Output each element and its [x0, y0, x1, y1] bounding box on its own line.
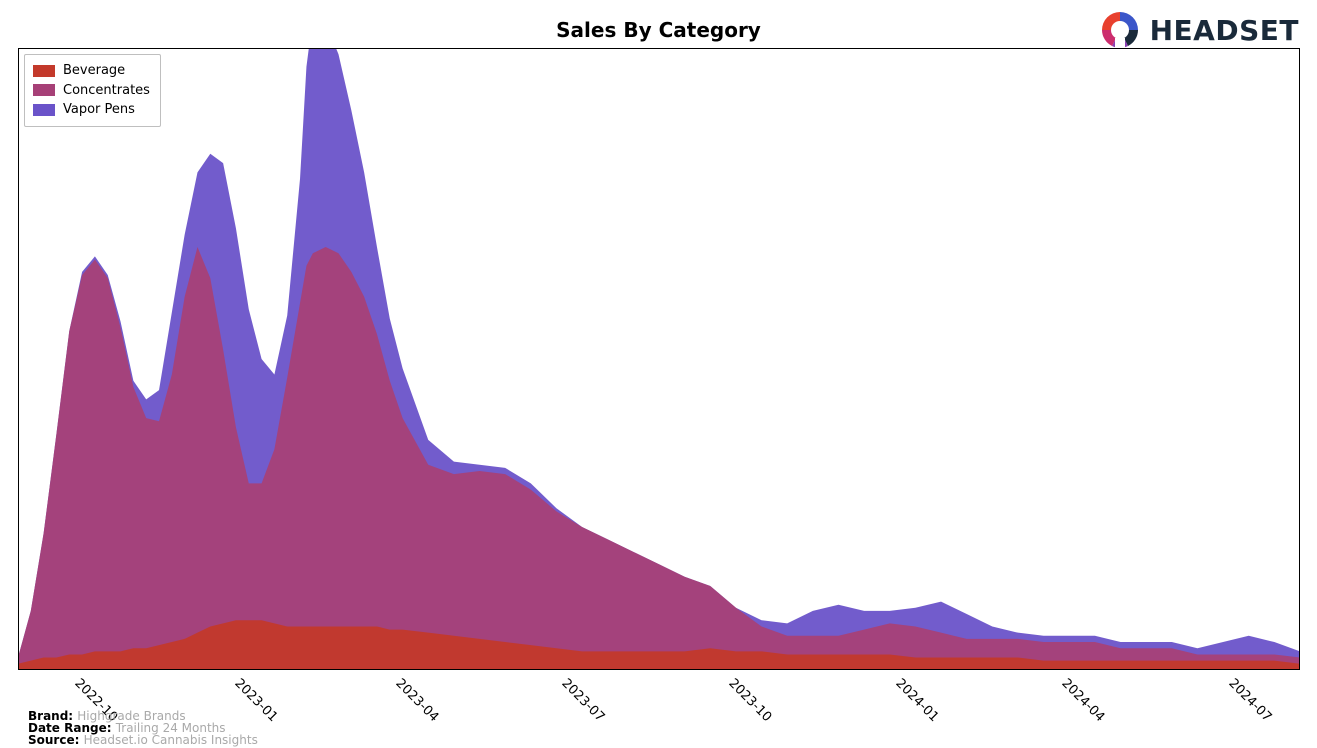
logo: HEADSET [1098, 8, 1299, 52]
x-tick-label: 2023-07 [559, 676, 608, 725]
x-tick-label: 2024-01 [892, 676, 941, 725]
x-tick-label: 2024-07 [1225, 676, 1274, 725]
x-tick-label: 2023-10 [725, 676, 774, 725]
legend-item-concentrates: Concentrates [33, 81, 150, 101]
meta-key: Source: [28, 733, 84, 747]
headset-logo-icon [1098, 8, 1142, 52]
x-tick-label: 2024-04 [1059, 676, 1108, 725]
legend-swatch [33, 84, 55, 96]
legend-label: Vapor Pens [63, 100, 135, 120]
legend-label: Concentrates [63, 81, 150, 101]
x-tick-label: 2023-01 [232, 676, 281, 725]
legend-item-vapor-pens: Vapor Pens [33, 100, 150, 120]
meta-row: Source: Headset.io Cannabis Insights [28, 734, 258, 746]
page: Sales By Category HEADSET BeverageCon [0, 0, 1317, 748]
meta-value: Headset.io Cannabis Insights [84, 733, 258, 747]
legend-swatch [33, 65, 55, 77]
plot-area: BeverageConcentratesVapor Pens [18, 48, 1300, 670]
logo-text: HEADSET [1150, 14, 1299, 47]
legend: BeverageConcentratesVapor Pens [24, 54, 161, 127]
legend-swatch [33, 104, 55, 116]
legend-item-beverage: Beverage [33, 61, 150, 81]
legend-label: Beverage [63, 61, 125, 81]
plot-border [18, 48, 1300, 670]
x-tick-label: 2023-04 [392, 676, 441, 725]
